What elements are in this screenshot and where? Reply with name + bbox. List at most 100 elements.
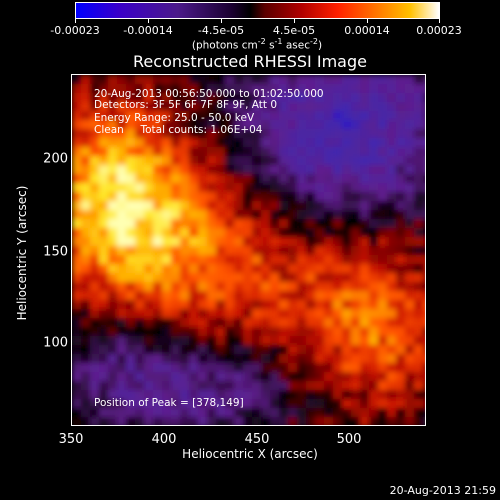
- image-pixel: [90, 210, 100, 220]
- image-pixel: [288, 93, 298, 103]
- image-pixel: [207, 84, 217, 94]
- image-pixel: [234, 165, 244, 175]
- image-pixel: [180, 318, 190, 328]
- image-pixel: [252, 138, 262, 148]
- image-pixel: [108, 309, 118, 319]
- image-pixel: [90, 174, 100, 184]
- image-pixel: [153, 336, 163, 346]
- image-pixel: [234, 210, 244, 220]
- image-pixel: [243, 381, 253, 391]
- image-pixel: [198, 264, 208, 274]
- image-pixel: [117, 138, 127, 148]
- image-pixel: [162, 381, 172, 391]
- image-pixel: [144, 165, 154, 175]
- image-pixel: [423, 174, 425, 184]
- image-pixel: [369, 354, 379, 364]
- image-pixel: [333, 138, 343, 148]
- image-pixel: [117, 210, 127, 220]
- image-pixel: [171, 147, 181, 157]
- image-pixel: [405, 147, 415, 157]
- image-pixel: [369, 111, 379, 121]
- image-pixel: [369, 138, 379, 148]
- image-pixel: [252, 291, 262, 301]
- image-pixel: [414, 372, 424, 382]
- image-pixel: [243, 165, 253, 175]
- image-pixel: [234, 246, 244, 256]
- image-pixel: [405, 246, 415, 256]
- image-pixel: [189, 210, 199, 220]
- image-pixel: [72, 138, 82, 148]
- image-pixel: [243, 246, 253, 256]
- image-pixel: [378, 147, 388, 157]
- image-pixel: [108, 138, 118, 148]
- image-pixel: [297, 390, 307, 400]
- image-pixel: [207, 345, 217, 355]
- image-pixel: [207, 255, 217, 265]
- image-pixel: [117, 264, 127, 274]
- image-pixel: [405, 309, 415, 319]
- image-pixel: [225, 246, 235, 256]
- image-pixel: [135, 363, 145, 373]
- image-pixel: [261, 138, 271, 148]
- image-pixel: [126, 156, 136, 166]
- image-pixel: [81, 174, 91, 184]
- image-pixel: [279, 129, 289, 139]
- image-pixel: [198, 417, 208, 425]
- image-pixel: [144, 318, 154, 328]
- image-pixel: [297, 264, 307, 274]
- image-pixel: [315, 174, 325, 184]
- image-pixel: [117, 246, 127, 256]
- image-pixel: [90, 354, 100, 364]
- image-pixel: [153, 417, 163, 425]
- image-pixel: [234, 309, 244, 319]
- image-pixel: [207, 75, 217, 85]
- image-pixel: [81, 219, 91, 229]
- image-pixel: [351, 390, 361, 400]
- image-pixel: [108, 210, 118, 220]
- image-pixel: [360, 273, 370, 283]
- image-pixel: [153, 192, 163, 202]
- image-pixel: [270, 327, 280, 337]
- image-pixel: [153, 345, 163, 355]
- image-pixel: [324, 246, 334, 256]
- image-pixel: [198, 75, 208, 85]
- image-pixel: [351, 246, 361, 256]
- image-pixel: [252, 408, 262, 418]
- image-pixel: [135, 237, 145, 247]
- image-pixel: [180, 201, 190, 211]
- image-pixel: [369, 237, 379, 247]
- image-pixel: [270, 417, 280, 425]
- image-pixel: [99, 237, 109, 247]
- image-pixel: [261, 129, 271, 139]
- image-pixel: [243, 84, 253, 94]
- image-pixel: [108, 192, 118, 202]
- image-pixel: [378, 300, 388, 310]
- image-pixel: [198, 102, 208, 112]
- image-pixel: [126, 390, 136, 400]
- image-pixel: [288, 237, 298, 247]
- image-pixel: [198, 354, 208, 364]
- image-pixel: [90, 129, 100, 139]
- image-pixel: [387, 210, 397, 220]
- image-pixel: [81, 345, 91, 355]
- image-pixel: [333, 336, 343, 346]
- image-pixel: [180, 174, 190, 184]
- image-pixel: [333, 345, 343, 355]
- image-pixel: [225, 210, 235, 220]
- image-pixel: [252, 264, 262, 274]
- image-pixel: [252, 210, 262, 220]
- image-pixel: [270, 183, 280, 193]
- image-pixel: [153, 273, 163, 283]
- colorbar-tick: [367, 19, 368, 23]
- image-pixel: [279, 183, 289, 193]
- image-pixel: [306, 102, 316, 112]
- image-pixel: [72, 381, 82, 391]
- image-pixel: [72, 120, 82, 130]
- image-pixel: [144, 102, 154, 112]
- image-pixel: [99, 282, 109, 292]
- image-pixel: [333, 165, 343, 175]
- image-pixel: [90, 75, 100, 85]
- image-pixel: [144, 354, 154, 364]
- image-pixel: [90, 192, 100, 202]
- image-pixel: [153, 264, 163, 274]
